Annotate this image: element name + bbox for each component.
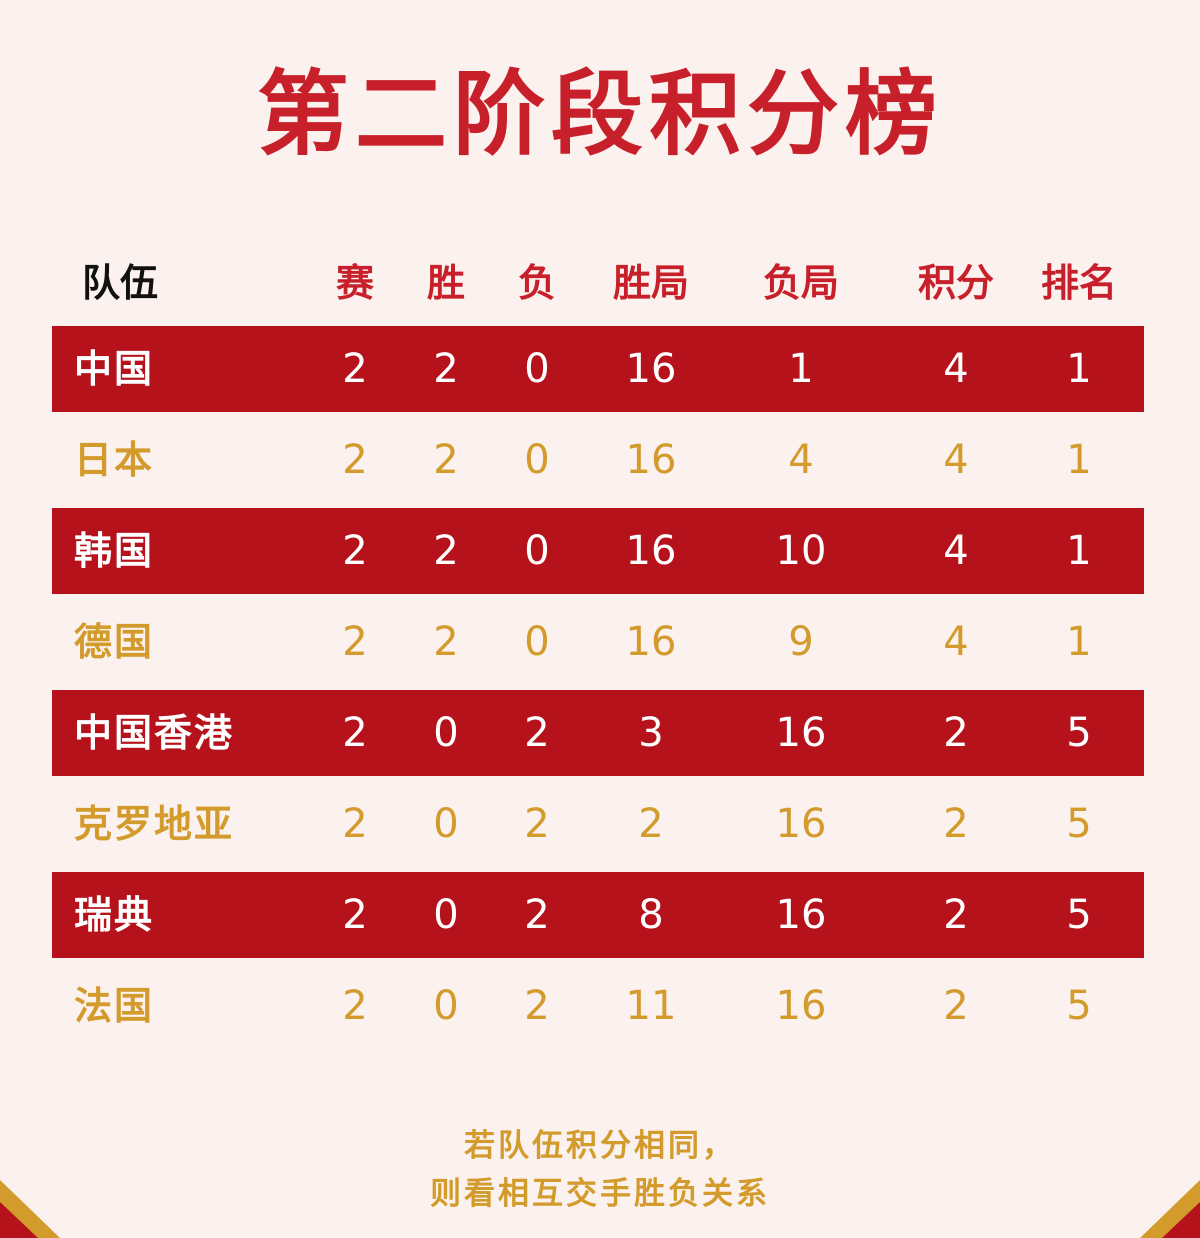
cell-games-lost: 10 (775, 528, 827, 574)
table-row: 中国 2 2 0 16 1 4 1 (52, 326, 1144, 412)
cell-games-won: 16 (625, 346, 677, 392)
cell-lost: 0 (524, 346, 550, 392)
team-name: 中国 (74, 347, 155, 391)
cell-games-won: 11 (625, 983, 677, 1029)
team-name: 克罗地亚 (74, 802, 235, 846)
cell-games-lost: 16 (775, 892, 827, 938)
cell-won: 2 (433, 619, 459, 665)
cell-points: 4 (943, 528, 969, 574)
cell-games-lost: 1 (788, 346, 814, 392)
team-name: 法国 (74, 984, 155, 1028)
cell-games-lost: 4 (788, 437, 814, 483)
cell-won: 0 (433, 801, 459, 847)
cell-won: 0 (433, 892, 459, 938)
header-team: 队伍 (82, 261, 159, 305)
footnote-line-2: 则看相互交手胜负关系 (430, 1176, 770, 1212)
table-row: 克罗地亚 2 0 2 2 16 2 5 (52, 781, 1144, 867)
cell-points: 4 (943, 437, 969, 483)
team-name: 韩国 (74, 529, 155, 573)
cell-games-lost: 16 (775, 801, 827, 847)
team-name: 德国 (74, 620, 155, 664)
cell-played: 2 (342, 528, 368, 574)
table-row: 瑞典 2 0 2 8 16 2 5 (52, 872, 1144, 958)
header-games-lost: 负局 (762, 261, 840, 305)
team-name: 中国香港 (74, 711, 235, 755)
cell-games-won: 3 (638, 710, 664, 756)
header-games-won: 胜局 (612, 261, 690, 305)
cell-lost: 2 (524, 892, 550, 938)
cell-played: 2 (342, 710, 368, 756)
cell-won: 2 (433, 346, 459, 392)
cell-won: 2 (433, 437, 459, 483)
cell-games-won: 2 (638, 801, 664, 847)
cell-lost: 2 (524, 710, 550, 756)
cell-played: 2 (342, 619, 368, 665)
cell-played: 2 (342, 801, 368, 847)
cell-points: 2 (943, 710, 969, 756)
cell-games-won: 16 (625, 528, 677, 574)
team-name: 日本 (74, 438, 155, 482)
header-lost: 负 (517, 261, 557, 305)
cell-played: 2 (342, 892, 368, 938)
cell-rank: 1 (1066, 437, 1092, 483)
corner-decoration-left (0, 1180, 60, 1238)
cell-rank: 1 (1066, 346, 1092, 392)
cell-rank: 5 (1066, 983, 1092, 1029)
cell-lost: 2 (524, 983, 550, 1029)
cell-games-won: 16 (625, 437, 677, 483)
table-row: 韩国 2 2 0 16 10 4 1 (52, 508, 1144, 594)
header-played: 赛 (335, 261, 375, 305)
corner-decoration-right (1140, 1180, 1200, 1238)
cell-rank: 5 (1066, 710, 1092, 756)
cell-games-won: 16 (625, 619, 677, 665)
table-row: 日本 2 2 0 16 4 4 1 (52, 417, 1144, 503)
cell-lost: 0 (524, 619, 550, 665)
cell-lost: 2 (524, 801, 550, 847)
cell-points: 2 (943, 983, 969, 1029)
cell-rank: 1 (1066, 619, 1092, 665)
table-row: 法国 2 0 2 11 16 2 5 (52, 963, 1144, 1049)
cell-played: 2 (342, 346, 368, 392)
cell-games-won: 8 (638, 892, 664, 938)
footnote-line-1: 若队伍积分相同， (464, 1128, 736, 1164)
header-points: 积分 (917, 261, 995, 305)
cell-points: 4 (943, 619, 969, 665)
cell-won: 2 (433, 528, 459, 574)
cell-rank: 5 (1066, 892, 1092, 938)
page-title: 第二阶段积分榜 (256, 60, 943, 168)
cell-lost: 0 (524, 437, 550, 483)
cell-games-lost: 16 (775, 983, 827, 1029)
table-row: 中国香港 2 0 2 3 16 2 5 (52, 690, 1144, 776)
header-rank: 排名 (1040, 261, 1118, 305)
table-row: 德国 2 2 0 16 9 4 1 (52, 599, 1144, 685)
cell-points: 2 (943, 892, 969, 938)
cell-points: 4 (943, 346, 969, 392)
cell-points: 2 (943, 801, 969, 847)
cell-lost: 0 (524, 528, 550, 574)
cell-won: 0 (433, 983, 459, 1029)
header-won: 胜 (426, 261, 466, 305)
cell-rank: 1 (1066, 528, 1092, 574)
cell-played: 2 (342, 437, 368, 483)
cell-games-lost: 9 (788, 619, 814, 665)
team-name: 瑞典 (74, 893, 155, 937)
cell-won: 0 (433, 710, 459, 756)
cell-games-lost: 16 (775, 710, 827, 756)
cell-played: 2 (342, 983, 368, 1029)
cell-rank: 5 (1066, 801, 1092, 847)
